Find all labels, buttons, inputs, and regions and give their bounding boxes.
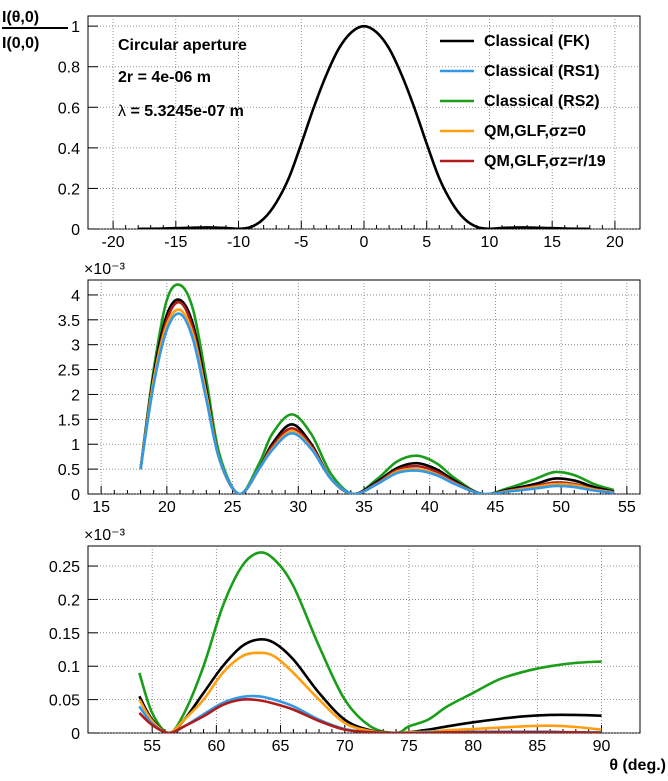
x-tick-label: 55 bbox=[618, 499, 636, 516]
x-tick-label: 25 bbox=[224, 499, 242, 516]
x-tick-label: 35 bbox=[355, 499, 373, 516]
series-line-classical-fk- bbox=[138, 24, 590, 229]
series-line-classical-fk- bbox=[138, 638, 602, 733]
x-tick-label: 65 bbox=[272, 738, 290, 755]
x-tick-label: 90 bbox=[593, 738, 611, 755]
x-tick-label: 70 bbox=[336, 738, 354, 755]
x-tick-label: 45 bbox=[487, 499, 505, 516]
legend: Classical (FK) Classical (RS1) Classical (… bbox=[440, 33, 606, 170]
y-tick-label: 2 bbox=[71, 387, 80, 404]
x-tick-label: 10 bbox=[481, 234, 499, 251]
series-line-classical-rs1- bbox=[139, 312, 614, 494]
series-line-qm-glf-z-0 bbox=[138, 651, 602, 733]
series-line-qm-glf-z-0 bbox=[139, 308, 614, 494]
y-tick-label: 0.15 bbox=[49, 626, 80, 643]
x-tick-label: 30 bbox=[289, 499, 307, 516]
x-axis-label: θ (deg.) bbox=[609, 757, 666, 774]
bottom-panel: 55 60 65 70 75 80 85 90 0 0.05 0.1 0.15 0.2 0.25×10⁻³ bbox=[49, 527, 641, 755]
series-line-qm-glf-z-r-19 bbox=[138, 697, 602, 733]
series-line-classical-rs2- bbox=[138, 551, 602, 733]
annotation-radius: 2r = 4e-06 m bbox=[118, 69, 211, 86]
x-tick-label: 15 bbox=[92, 499, 110, 516]
legend-label: QM,GLF,σz=r/19 bbox=[484, 153, 606, 170]
legend-label: Classical (RS1) bbox=[484, 63, 600, 80]
x-tick-label: 50 bbox=[552, 499, 570, 516]
y-tick-label: 2.5 bbox=[58, 363, 80, 380]
y-tick-label: 4 bbox=[71, 288, 80, 305]
x-tick-label: 20 bbox=[606, 234, 624, 251]
x-tick-label: 80 bbox=[464, 738, 482, 755]
y-tick-label: 0.2 bbox=[58, 592, 80, 609]
y-tick-label: 0.8 bbox=[58, 60, 80, 77]
x-tick-label: 55 bbox=[143, 738, 161, 755]
y-tick-label: 0 bbox=[71, 487, 80, 504]
y-axis-label-denominator: I(0,0) bbox=[2, 35, 39, 52]
x-tick-label: -20 bbox=[102, 234, 125, 251]
wavelength-value: = 5.3245e-07 m bbox=[126, 103, 244, 120]
top-panel: -20 -15 -10 -5 0 5 10 15 20 0 0.2 0.4 0.6 0.8 1 bbox=[58, 15, 641, 251]
lambda-symbol: λ bbox=[118, 103, 126, 120]
legend-label: Classical (FK) bbox=[484, 33, 590, 50]
annotation-wavelength: λ = 5.3245e-07 m bbox=[118, 103, 244, 120]
y-tick-label: 0.5 bbox=[58, 462, 80, 479]
middle-panel: 15 20 25 30 35 40 45 50 55 0 0.5 1 1.5 2 2.5 3 3.5 4×10⁻³ bbox=[58, 261, 641, 516]
x-tick-label: 85 bbox=[528, 738, 546, 755]
y-exponent-label: ×10⁻³ bbox=[84, 261, 126, 278]
x-tick-label: 5 bbox=[422, 234, 431, 251]
x-tick-label: 20 bbox=[158, 499, 176, 516]
x-tick-label: 75 bbox=[400, 738, 418, 755]
x-tick-label: 15 bbox=[543, 234, 561, 251]
series-line-classical-rs2- bbox=[139, 283, 615, 494]
y-tick-label: 0 bbox=[71, 726, 80, 743]
x-tick-label: 0 bbox=[360, 234, 369, 251]
y-tick-label: 1.5 bbox=[58, 412, 80, 429]
y-tick-label: 3.5 bbox=[58, 313, 80, 330]
y-tick-label: 0.1 bbox=[58, 659, 80, 676]
plot-frame bbox=[87, 545, 641, 734]
y-tick-label: 1 bbox=[71, 437, 80, 454]
y-tick-label: 0.4 bbox=[58, 141, 80, 158]
y-tick-label: 0.05 bbox=[49, 693, 80, 710]
series-line-qm-glf-z-r-19 bbox=[139, 300, 614, 494]
y-tick-label: 0.6 bbox=[58, 100, 80, 117]
y-tick-label: 3 bbox=[71, 338, 80, 355]
x-tick-label: 60 bbox=[207, 738, 225, 755]
legend-label: Classical (RS2) bbox=[484, 93, 600, 110]
y-tick-label: 0.25 bbox=[49, 559, 80, 576]
y-tick-label: 0.2 bbox=[58, 181, 80, 198]
y-axis-label-numerator: I(θ,0) bbox=[2, 9, 39, 26]
x-tick-label: -5 bbox=[294, 234, 308, 251]
y-exponent-label: ×10⁻³ bbox=[84, 527, 126, 544]
x-tick-label: 40 bbox=[421, 499, 439, 516]
x-tick-label: -15 bbox=[164, 234, 187, 251]
y-tick-label: 1 bbox=[71, 19, 80, 36]
annotation-aperture: Circular aperture bbox=[118, 37, 247, 54]
series-line-classical-fk- bbox=[139, 298, 614, 494]
y-tick-label: 0 bbox=[71, 222, 80, 239]
legend-label: QM,GLF,σz=0 bbox=[484, 123, 586, 140]
x-tick-label: -10 bbox=[227, 234, 250, 251]
